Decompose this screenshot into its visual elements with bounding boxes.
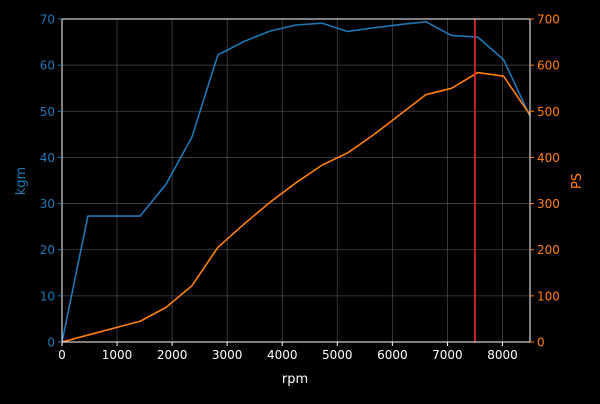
right-y-tick-label: 500: [537, 105, 560, 119]
x-tick-label: 1000: [102, 348, 133, 362]
right-y-tick-label: 0: [537, 336, 545, 350]
left-y-tick-label: 60: [40, 59, 55, 73]
x-tick-label: 5000: [322, 348, 353, 362]
x-tick-label: 4000: [267, 348, 298, 362]
ps-series-line: [61, 71, 531, 343]
left-y-tick-label: 30: [40, 197, 55, 211]
plot-frame: [61, 18, 531, 343]
x-tick-label: 3000: [212, 348, 243, 362]
right-y-tick-label: 700: [537, 13, 560, 27]
kgm-series-line: [61, 20, 531, 343]
series-layer: [61, 20, 531, 343]
right-y-tick-label: 600: [537, 59, 560, 73]
plot-area-border: [61, 18, 531, 343]
axis-labels: rpm kgm PS: [14, 167, 585, 387]
right-y-tick-label: 100: [537, 289, 560, 303]
x-tick-label: 8000: [487, 348, 518, 362]
right-y-tick-label: 400: [537, 151, 560, 165]
left-y-tick-label: 40: [40, 151, 55, 165]
grid-layer: [61, 18, 530, 343]
x-axis-label: rpm: [282, 372, 308, 387]
x-tick-label: 2000: [157, 348, 188, 362]
right-y-tick-label: 200: [537, 243, 560, 257]
x-tick-label: 0: [58, 348, 66, 362]
left-y-tick-label: 10: [40, 289, 55, 303]
left-y-axis-label: kgm: [14, 167, 29, 195]
left-y-tick-label: 0: [47, 336, 55, 350]
x-tick-label: 7000: [432, 348, 463, 362]
left-y-tick-label: 70: [40, 13, 55, 27]
left-y-tick-label: 50: [40, 105, 55, 119]
x-tick-label: 6000: [377, 348, 408, 362]
ticks-layer: 0 1000 2000 3000 4000 5000 6000 7000 80000102030…: [40, 13, 560, 363]
right-y-tick-label: 300: [537, 197, 560, 211]
right-y-axis-label: PS: [570, 173, 585, 189]
left-y-tick-label: 20: [40, 243, 55, 257]
